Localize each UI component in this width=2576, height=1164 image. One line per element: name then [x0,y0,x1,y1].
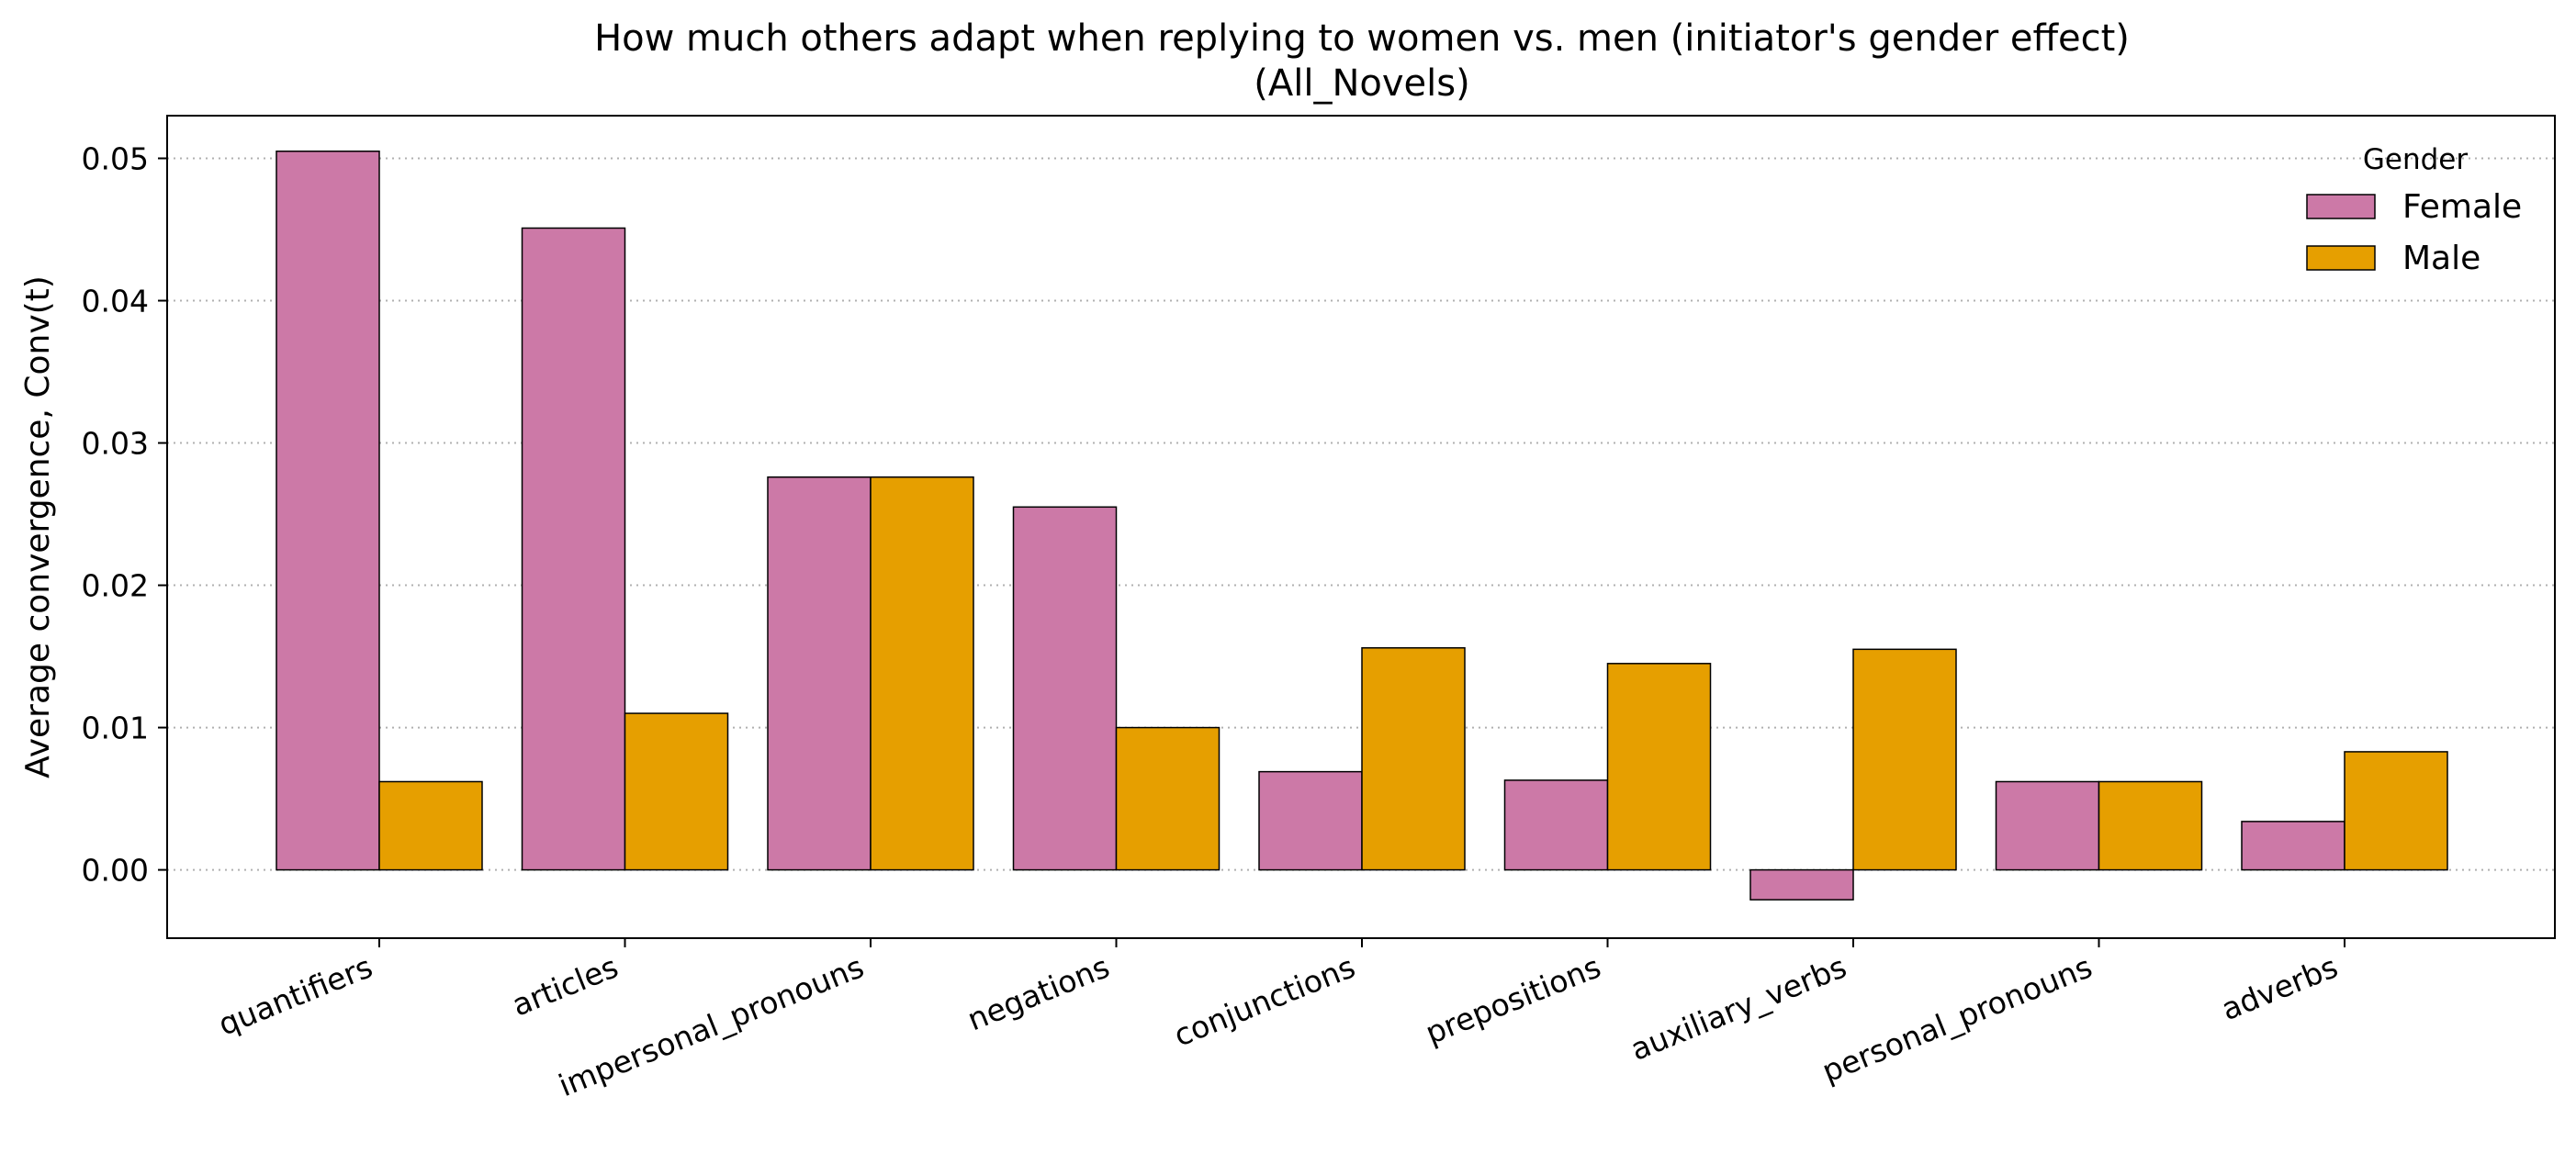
legend-swatch-male [2306,245,2376,271]
x-tick-label: prepositions [1421,948,1606,1051]
bar-female-quantifiers [276,151,380,871]
bar-male-impersonal_pronouns [870,476,974,871]
chart-subtitle: (All_Novels) [1254,62,1469,105]
y-tick-label: 0.01 [82,711,149,746]
y-tick-label: 0.03 [82,426,149,462]
legend-label-male: Male [2402,240,2480,277]
bar-female-auxiliary_verbs [1749,868,1854,901]
chart-title: How much others adapt when replying to w… [594,17,2130,60]
x-tick-label: conjunctions [1169,948,1360,1053]
x-tick-label: auxiliary_verbs [1625,948,1851,1068]
bar-female-prepositions [1503,779,1609,871]
bars [276,151,2448,901]
legend-label-female: Female [2402,188,2522,226]
x-tick-label: adverbs [2216,948,2343,1027]
bar-female-negations [1012,506,1118,871]
y-tick-label: 0.02 [82,568,149,604]
bar-female-impersonal_pronouns [767,476,872,871]
bar-male-adverbs [2344,751,2448,871]
bar-male-articles [624,712,729,871]
legend-swatch-female [2306,194,2376,219]
y-tick-label: 0.00 [82,853,149,889]
bar-male-personal_pronouns [2098,780,2203,871]
bar-male-prepositions [1606,663,1712,871]
y-axis: 0.00 0.01 0.02 0.03 0.04 0.05 [82,141,167,889]
legend: Gender Female Male [2306,143,2522,277]
bar-female-personal_pronouns [1995,780,2100,871]
y-tick-label: 0.04 [82,284,149,319]
bar-female-articles [521,227,626,871]
bar-female-adverbs [2241,821,2345,871]
x-tick-label: articles [507,948,624,1023]
x-tick-label: negations [962,948,1115,1037]
y-tick-label: 0.05 [82,141,149,177]
legend-title: Gender [2363,143,2468,176]
x-tick-label: quantifiers [213,948,377,1042]
bar-female-conjunctions [1258,770,1363,871]
bar-male-auxiliary_verbs [1852,648,1957,871]
bar-male-quantifiers [378,780,483,871]
bar-male-negations [1115,726,1221,871]
y-axis-label: Average convergence, Conv(t) [19,275,57,778]
x-tick-label: personal_pronouns [1817,948,2098,1089]
bar-male-conjunctions [1361,647,1466,871]
